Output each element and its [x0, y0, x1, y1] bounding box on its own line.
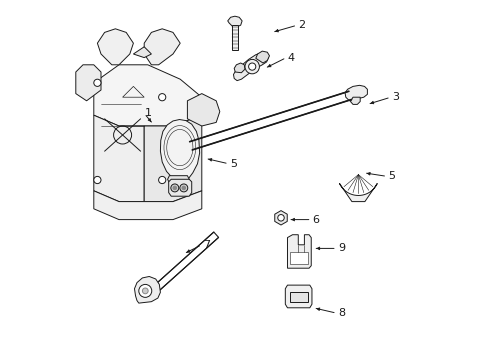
Text: 7: 7 [203, 240, 210, 250]
Circle shape [171, 184, 179, 192]
Polygon shape [160, 120, 199, 181]
Polygon shape [154, 232, 219, 291]
Text: 9: 9 [338, 243, 345, 253]
Polygon shape [144, 115, 202, 202]
Circle shape [143, 288, 148, 294]
Text: 6: 6 [313, 215, 319, 225]
Polygon shape [168, 176, 189, 183]
Polygon shape [169, 179, 192, 196]
Text: 8: 8 [338, 308, 345, 318]
Polygon shape [256, 51, 270, 63]
Polygon shape [133, 47, 151, 58]
Polygon shape [94, 191, 202, 220]
Polygon shape [144, 29, 180, 65]
Polygon shape [340, 184, 377, 202]
Polygon shape [345, 85, 368, 101]
Text: 1: 1 [145, 108, 152, 118]
Text: 5: 5 [388, 171, 395, 181]
Circle shape [173, 186, 176, 190]
Text: 3: 3 [392, 92, 399, 102]
Circle shape [159, 176, 166, 184]
Circle shape [182, 186, 186, 190]
Text: 2: 2 [298, 20, 305, 30]
Polygon shape [288, 235, 311, 268]
Polygon shape [76, 65, 101, 101]
Polygon shape [232, 25, 238, 50]
Polygon shape [291, 252, 308, 264]
Polygon shape [285, 285, 312, 308]
Polygon shape [187, 94, 220, 126]
Circle shape [159, 94, 166, 101]
Text: 4: 4 [288, 53, 294, 63]
Polygon shape [94, 115, 144, 202]
Polygon shape [134, 276, 160, 303]
Polygon shape [94, 65, 202, 126]
Polygon shape [275, 211, 287, 225]
Circle shape [245, 59, 259, 74]
Circle shape [278, 215, 284, 221]
Polygon shape [350, 97, 360, 104]
Polygon shape [233, 53, 269, 81]
Circle shape [94, 79, 101, 86]
Polygon shape [98, 29, 133, 65]
Polygon shape [190, 91, 351, 150]
FancyBboxPatch shape [290, 292, 308, 302]
Circle shape [248, 63, 256, 70]
Polygon shape [234, 63, 245, 73]
Circle shape [180, 184, 188, 192]
Polygon shape [228, 16, 242, 27]
Text: 5: 5 [230, 159, 237, 169]
Circle shape [139, 284, 152, 297]
Circle shape [94, 176, 101, 184]
